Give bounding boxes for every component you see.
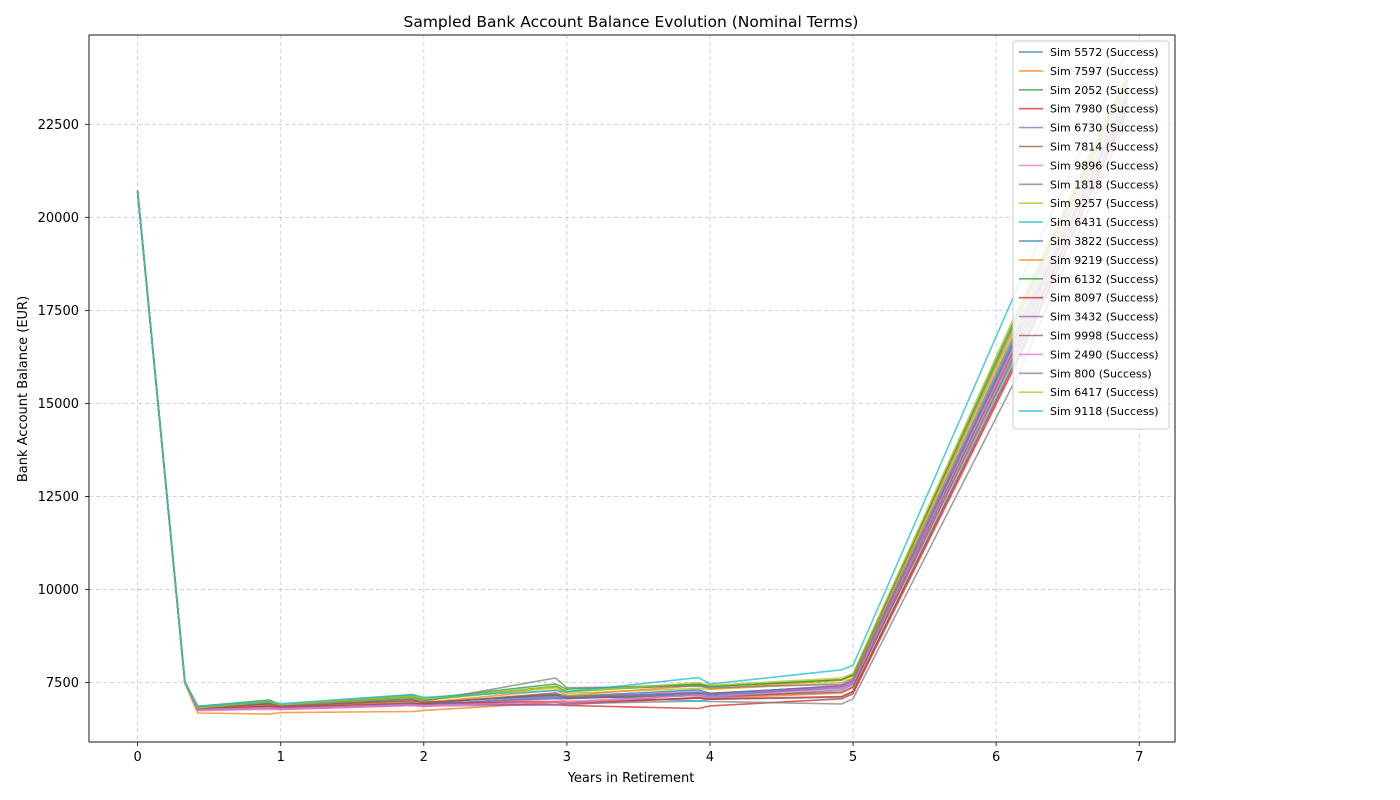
legend-label: Sim 8097 (Success) xyxy=(1050,292,1159,305)
legend-label: Sim 9257 (Success) xyxy=(1050,197,1159,210)
x-tick-label: 6 xyxy=(992,750,1000,765)
x-axis-label: Years in Retirement xyxy=(567,771,695,786)
y-tick-label: 20000 xyxy=(38,211,79,226)
legend-label: Sim 9219 (Success) xyxy=(1050,254,1159,267)
legend-label: Sim 1818 (Success) xyxy=(1050,178,1159,191)
legend-label: Sim 3822 (Success) xyxy=(1050,235,1159,248)
series-line xyxy=(136,49,1129,708)
legend-label: Sim 9118 (Success) xyxy=(1050,405,1159,418)
x-tick-label: 1 xyxy=(277,750,285,765)
y-axis-label: Bank Account Balance (EUR) xyxy=(16,296,31,482)
series-lines xyxy=(136,49,1129,715)
legend-label: Sim 7980 (Success) xyxy=(1050,103,1159,116)
x-tick-label: 7 xyxy=(1135,750,1143,765)
legend-label: Sim 9998 (Success) xyxy=(1050,330,1159,343)
legend: Sim 5572 (Success) Sim 7597 (Success) Sim … xyxy=(1012,40,1170,430)
y-tick-label: 22500 xyxy=(38,118,79,133)
x-tick-label: 2 xyxy=(420,750,428,765)
legend-label: Sim 6730 (Success) xyxy=(1050,122,1159,135)
axes: 0 1 2 3 4 5 6 7 7500 10000 12500 15000 17500 20000 225… xyxy=(38,34,1176,765)
legend-label: Sim 9896 (Success) xyxy=(1050,159,1159,172)
y-tick-label: 12500 xyxy=(38,490,79,505)
legend-label: Sim 2490 (Success) xyxy=(1050,348,1159,361)
legend-label: Sim 7814 (Success) xyxy=(1050,141,1159,154)
y-tick-label: 10000 xyxy=(38,583,79,598)
series-line xyxy=(136,71,1129,709)
legend-label: Sim 6431 (Success) xyxy=(1050,216,1159,229)
plot-frame xyxy=(88,34,1176,743)
y-tick-label: 17500 xyxy=(38,304,79,319)
legend-label: Sim 2052 (Success) xyxy=(1050,84,1159,97)
legend-label: Sim 5572 (Success) xyxy=(1050,46,1159,59)
legend-label: Sim 7597 (Success) xyxy=(1050,65,1159,78)
legend-box xyxy=(1012,40,1170,430)
x-tick-label: 0 xyxy=(134,750,142,765)
x-tick-label: 5 xyxy=(849,750,857,765)
y-tick-label: 7500 xyxy=(46,676,79,691)
x-tick-label: 3 xyxy=(563,750,571,765)
legend-label: Sim 800 (Success) xyxy=(1050,367,1152,380)
legend-label: Sim 6417 (Success) xyxy=(1050,386,1159,399)
series-line xyxy=(136,105,1129,710)
y-tick-label: 15000 xyxy=(38,397,79,412)
legend-label: Sim 3432 (Success) xyxy=(1050,311,1159,324)
grid-lines xyxy=(89,35,1175,742)
legend-label: Sim 6132 (Success) xyxy=(1050,273,1159,286)
x-tick-label: 4 xyxy=(706,750,714,765)
series-line xyxy=(136,97,1129,711)
chart-title: Sampled Bank Account Balance Evolution (… xyxy=(404,13,859,31)
